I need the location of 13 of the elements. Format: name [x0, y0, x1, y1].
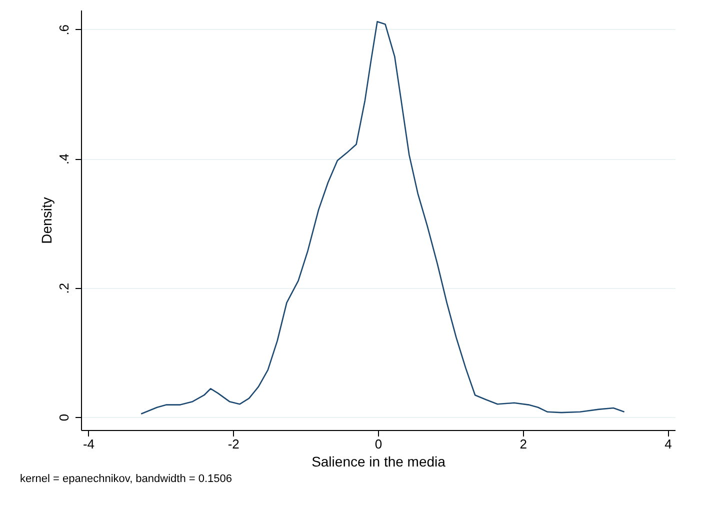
x-tick-label: 2 — [520, 436, 527, 452]
y-tick-label: .6 — [56, 24, 72, 36]
x-tick-label: -4 — [82, 436, 95, 452]
y-tick-label: 0 — [56, 414, 72, 422]
x-tick-label: -2 — [228, 436, 240, 452]
y-tick-label: .2 — [56, 282, 72, 294]
text: kernel = epanechnikov, bandwidth = 0.1506 — [20, 473, 232, 485]
y-tick-label: .4 — [56, 154, 72, 165]
y-axis-title: Density — [38, 197, 54, 244]
x-tick-label: 0 — [374, 436, 382, 452]
line-series — [140, 20, 625, 414]
x-axis-title: Salience in the media — [312, 454, 446, 470]
x-tick-label: 4 — [664, 436, 672, 452]
